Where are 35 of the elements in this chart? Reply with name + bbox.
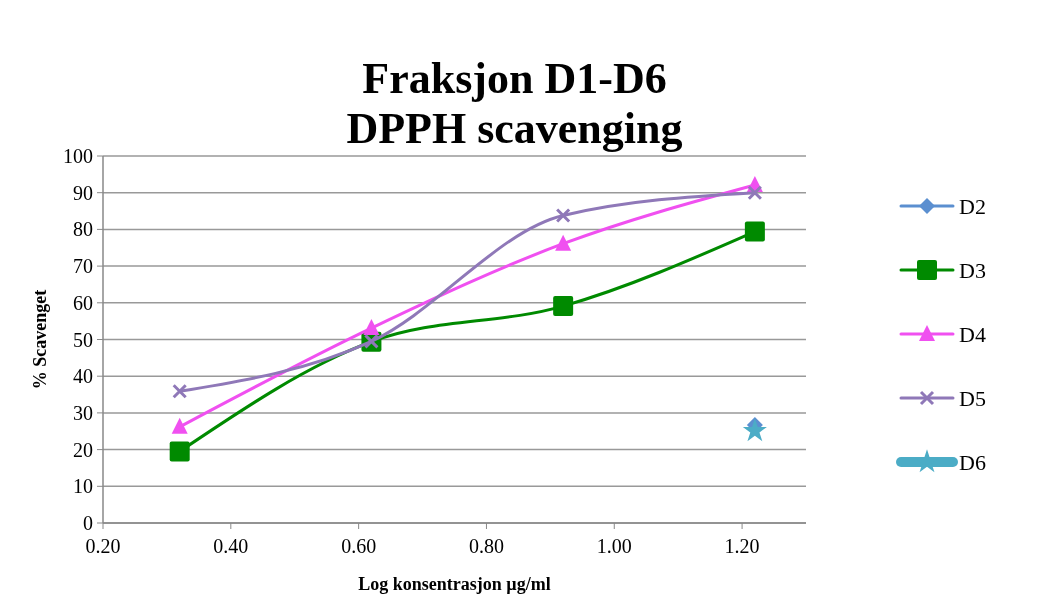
point — [169, 441, 190, 462]
legend-label: D6 — [959, 449, 986, 475]
y-tick-label: 60 — [73, 291, 93, 314]
point — [555, 234, 572, 251]
point — [363, 319, 380, 336]
legend-label: D3 — [959, 257, 986, 283]
point — [553, 296, 574, 317]
y-tick-label: 80 — [73, 218, 93, 241]
y-tick-label: 100 — [63, 145, 93, 167]
chart-title: Fraksjon D1-D6 DPPH scavenging — [346, 54, 683, 153]
x-tick-label: 1.00 — [596, 535, 632, 557]
point — [744, 221, 765, 242]
y-tick-label: 10 — [73, 475, 93, 498]
y-tick-label: 30 — [73, 401, 93, 424]
y-tick-label: 70 — [73, 255, 93, 278]
x-tick-label: 1.20 — [724, 535, 760, 557]
x-tick-label: 0.20 — [85, 535, 121, 557]
y-axis-title: % Scavenget — [30, 289, 50, 390]
x-axis-title: Log konsentrasjon µg/ml — [358, 574, 551, 594]
x-tick-label: 0.40 — [213, 535, 249, 557]
legend-label: D5 — [959, 385, 986, 411]
y-tick-label: 0 — [83, 512, 93, 534]
point — [742, 418, 767, 442]
y-tick-label: 50 — [73, 328, 93, 351]
point — [171, 417, 188, 434]
x-tick-label: 0.80 — [468, 535, 504, 557]
point — [172, 383, 188, 399]
legend-label: D4 — [959, 321, 986, 347]
point — [555, 207, 571, 223]
y-tick-label: 90 — [73, 181, 93, 204]
y-tick-label: 20 — [73, 438, 93, 461]
point — [747, 185, 763, 201]
x-tick-label: 0.60 — [341, 535, 377, 557]
y-tick-label: 40 — [73, 365, 93, 388]
legend-label: D2 — [959, 193, 986, 219]
